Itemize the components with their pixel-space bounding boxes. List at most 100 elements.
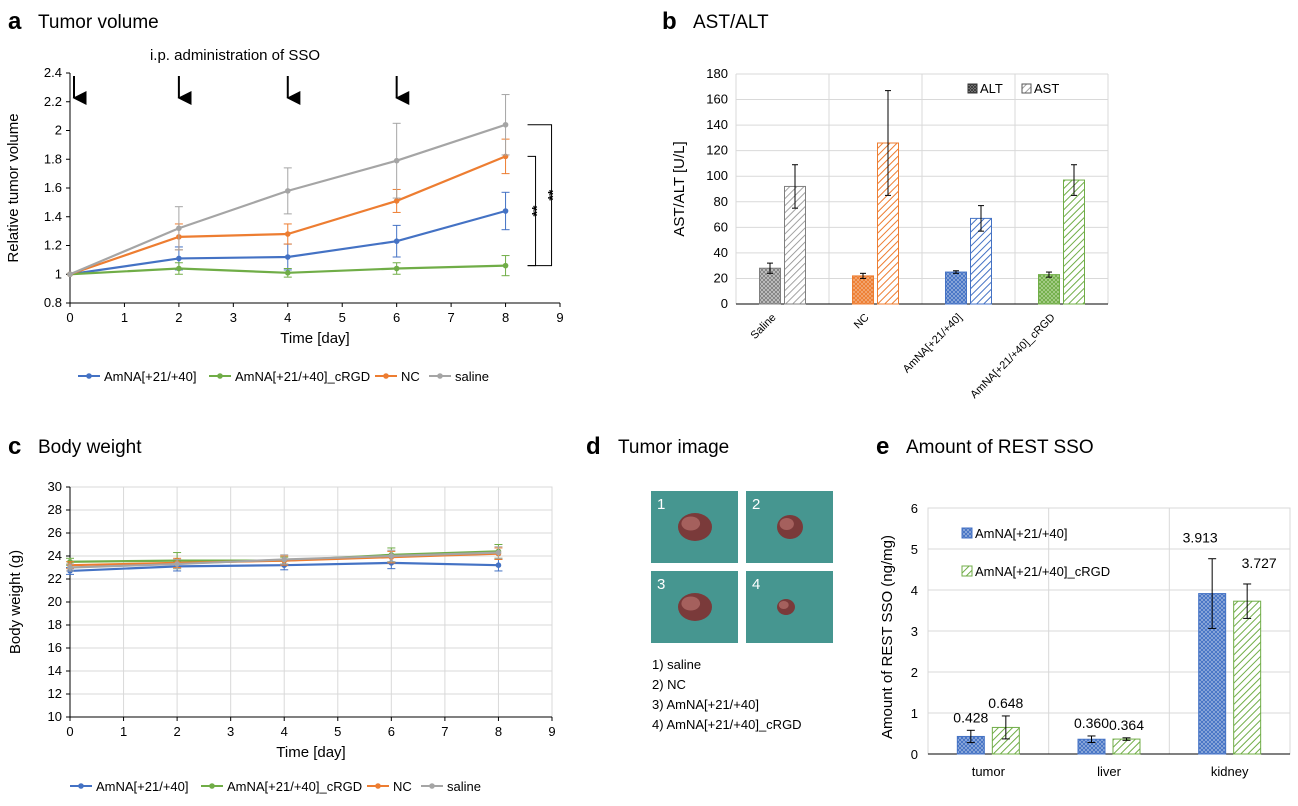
data-point [393,238,400,244]
y-tick-label: 2 [55,123,62,138]
x-tick-label: NC [852,312,872,332]
legend-marker [375,783,381,789]
y-tick-label: 0 [721,296,728,311]
photo-number: 3 [657,576,665,593]
data-label: 3.913 [1183,530,1218,546]
x-axis-label: Time [day] [280,330,349,347]
x-tick-label: AmNA[+21/+40] [901,312,965,376]
panel-label-c: c [8,433,21,460]
legend-label: NC [401,369,420,384]
legend-label: AmNA[+21/+40] [104,369,197,384]
panel-label-e: e [876,433,889,460]
x-tick-label: 4 [284,310,291,325]
y-axis-label: Relative tumor volume [5,113,22,262]
panel-label-b: b [662,8,677,35]
legend-swatch-alt [967,83,978,94]
y-tick-label: 140 [706,117,728,132]
y-tick-label: 20 [714,270,728,285]
caption-line: 1) saline [652,657,701,672]
y-tick-label: 160 [706,92,728,107]
tumor-image-panel: 1 2 3 4 1) saline 2) NC 3) AmNA[+21/+40] 4) AmN… [651,491,833,732]
x-tick-label: AmNA[+21/+40]_cRGD [968,312,1057,401]
data-point [393,198,400,204]
photo-number: 1 [657,496,665,513]
y-tick-label: 100 [706,168,728,183]
y-tick-label: 12 [48,686,62,701]
panel-title-tumor-image: Tumor image [618,437,729,458]
legend-label: saline [455,369,489,384]
caption-line: 4) AmNA[+21/+40]_cRGD [652,717,802,732]
x-tick-label: 8 [502,310,509,325]
x-axis-label: Time [day] [276,744,345,761]
legend-marker [78,783,84,789]
ast-alt-chart: 0 20 40 60 80 100 120 140 160 180 Saline NC AmNA[+21… [671,66,1109,401]
y-tick-label: 60 [714,219,728,234]
y-tick-label: 2.2 [44,94,62,109]
legend-swatch-ast [1021,83,1032,94]
caption-line: 3) AmNA[+21/+40] [652,697,759,712]
bar-alt [1038,274,1060,305]
y-axis-label: Amount of REST SSO (ng/mg) [879,535,896,739]
y-tick-label: 10 [48,709,62,724]
x-tick-label: tumor [972,764,1006,779]
legend-label: ALT [980,81,1003,96]
x-tick-label: 0 [66,310,73,325]
y-axis-label: Body weight (g) [7,550,24,654]
y-tick-label: 120 [706,143,728,158]
legend-marker [209,783,215,789]
series-saline [67,94,510,278]
bar-ast [1063,179,1085,305]
x-tick-label: 9 [548,724,555,739]
data-label: 0.364 [1109,717,1144,733]
tumor-photo-4: 4 [746,571,833,643]
legend-label: AmNA[+21/+40]_cRGD [227,779,362,794]
tumor-photo-2: 2 [746,491,833,563]
bar-kidney [1233,600,1262,755]
y-tick-label: 20 [48,594,62,609]
y-tick-label: 5 [911,542,918,557]
photo-number: 2 [752,496,760,513]
y-tick-label: 26 [48,525,62,540]
x-tick-label: 6 [393,310,400,325]
y-tick-label: 14 [48,663,62,678]
legend-marker [86,373,92,379]
tumor-photo-1: 1 [651,491,738,563]
tumor-highlight [681,516,701,531]
y-tick-label: 1 [911,706,918,721]
y-tick-label: 1.4 [44,209,62,224]
data-point [284,188,291,194]
data-label: 0.648 [988,695,1023,711]
photo-number: 4 [752,576,760,593]
y-tick-label: 2 [911,665,918,680]
y-tick-label: 28 [48,502,62,517]
x-tick-label: 2 [175,310,182,325]
x-tick-label: kidney [1211,764,1249,779]
y-tick-label: 1.2 [44,238,62,253]
x-tick-label: 1 [121,310,128,325]
x-tick-label: 0 [66,724,73,739]
legend-marker [429,783,435,789]
data-point [284,231,291,237]
data-point [281,556,288,563]
x-tick-label: 9 [556,310,563,325]
x-tick-label: 6 [388,724,395,739]
data-point [67,271,73,278]
data-point [393,265,400,272]
y-tick-label: 0.8 [44,295,62,310]
x-tick-label: 8 [495,724,502,739]
legend-swatch [961,527,973,539]
tumor-highlight [779,518,794,530]
y-tick-label: 0 [911,747,918,762]
x-tick-label: 3 [227,724,234,739]
series-amna-21-40- [67,191,510,278]
y-tick-label: 24 [48,548,62,563]
x-tick-label: 5 [339,310,346,325]
data-point [388,553,395,559]
legend-label: AmNA[+21/+40]_cRGD [235,369,370,384]
data-point [284,270,291,276]
legend-marker [383,373,389,379]
data-point [502,208,509,214]
legend-label: AmNA[+21/+40]_cRGD [975,564,1110,579]
